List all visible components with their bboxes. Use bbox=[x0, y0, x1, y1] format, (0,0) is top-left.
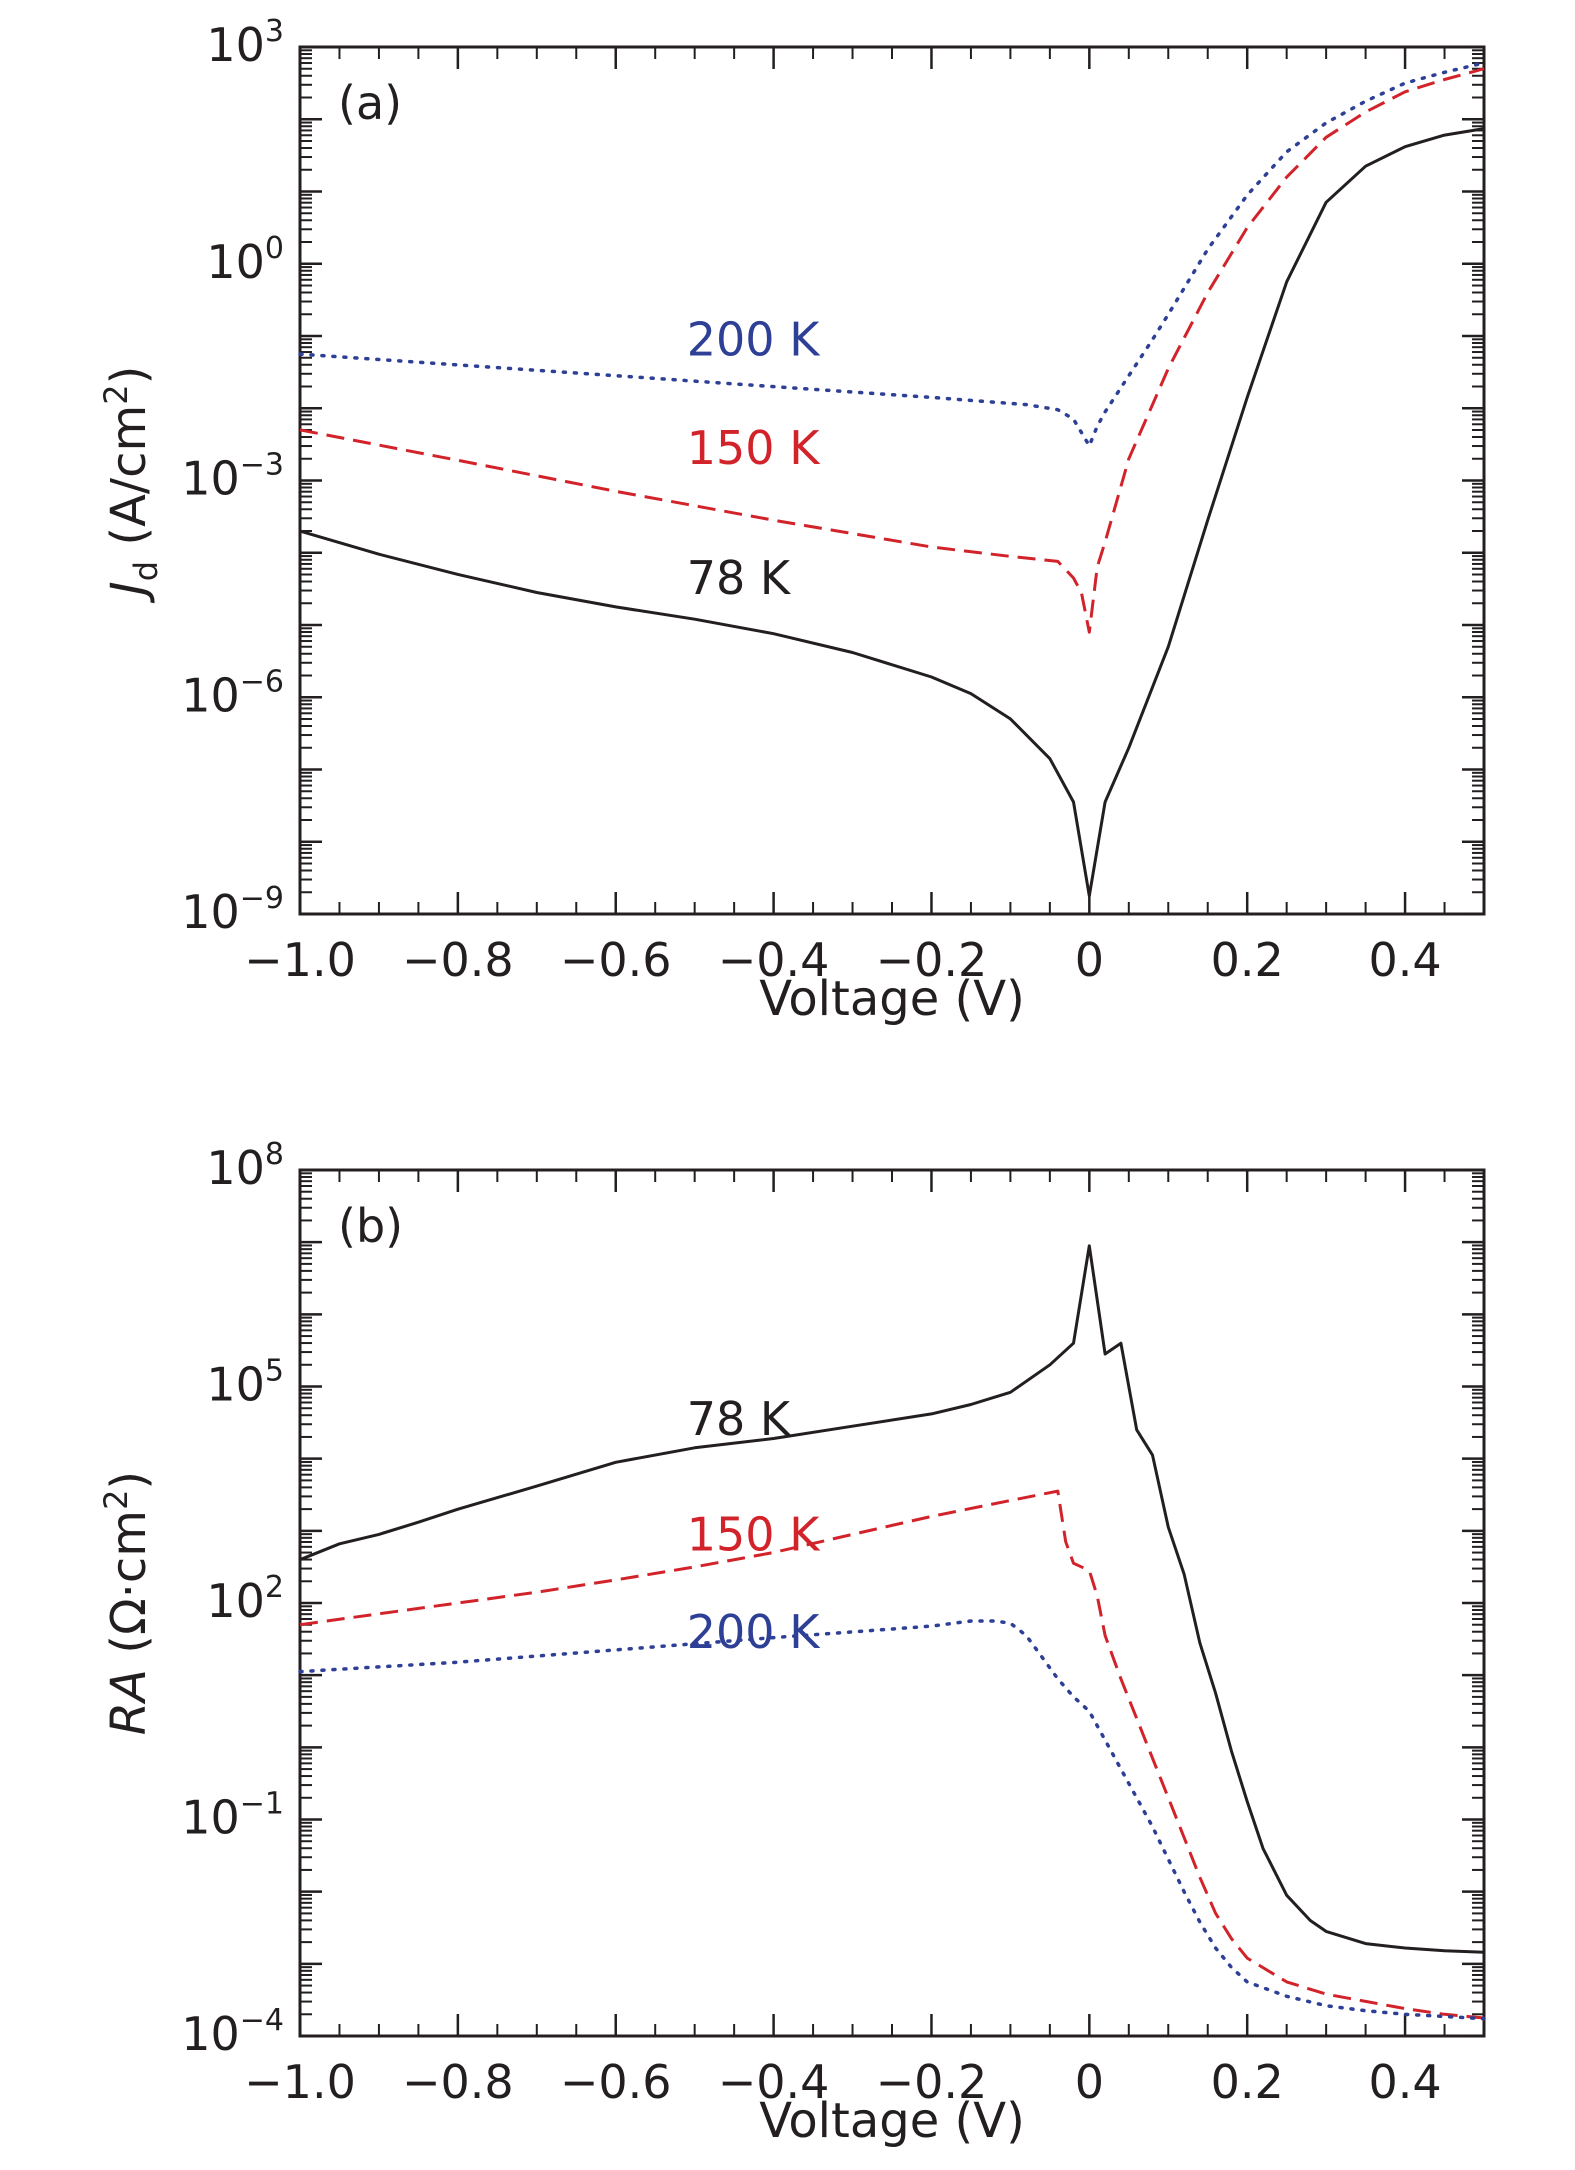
panel-b-series-label-200-k: 200 K bbox=[687, 1605, 821, 1659]
panel-b-x-tick-label: −0.8 bbox=[402, 2055, 514, 2109]
panel-b-x-tick-label: 0 bbox=[1075, 2055, 1104, 2109]
panel-b-series-line-150-k bbox=[299, 1489, 1485, 2020]
panel-a-series-line-200-k bbox=[298, 61, 1486, 448]
panel-b-plot-frame bbox=[298, 1168, 1486, 2038]
panel-b-y-tick-base: 10 bbox=[181, 1791, 240, 1845]
panel-b-x-axis-title: Voltage (V) bbox=[759, 2093, 1025, 2149]
panel-a-y-tick-exponent: −6 bbox=[240, 664, 284, 699]
panel-a-series-label-200-k: 200 K bbox=[687, 313, 821, 367]
panel-b-x-tick-label: 0.4 bbox=[1368, 2055, 1441, 2109]
panel-a-x-tick-label: 0.2 bbox=[1211, 933, 1284, 987]
panel-b-y-tick-base: 10 bbox=[181, 2007, 240, 2061]
panel-a-y-tick-base: 10 bbox=[206, 18, 265, 72]
panel-b-y-tick-exponent: 2 bbox=[265, 1570, 284, 1605]
panel-b-y-tick-base: 10 bbox=[206, 1141, 265, 1195]
panel-a-x-tick-label: −0.8 bbox=[402, 933, 514, 987]
panel-a-x-axis-title: Voltage (V) bbox=[759, 971, 1025, 1027]
panel-a-x-tick-label: 0 bbox=[1075, 933, 1104, 987]
panel-a-y-tick-label: 100 bbox=[206, 231, 284, 289]
panel-a-x-tick-label: −0.2 bbox=[876, 933, 988, 987]
panel-a-y-tick-base: 10 bbox=[181, 452, 240, 506]
panel-b-y-tick-label: 102 bbox=[206, 1570, 284, 1628]
panel-a-y-tick-label: 10−9 bbox=[181, 881, 284, 939]
panel-b-y-tick-label: 10−1 bbox=[181, 1787, 284, 1845]
panel-b-x-tick-label: −0.2 bbox=[876, 2055, 988, 2109]
panel-a-x-tick-label: −0.4 bbox=[718, 933, 830, 987]
panel-a-series-label-150-k: 150 K bbox=[687, 421, 821, 475]
panel-b-series-line-78-k bbox=[299, 1244, 1485, 1954]
panel-a-y-tick-label: 103 bbox=[206, 14, 284, 72]
panel-a-series-line-150-k bbox=[299, 67, 1485, 634]
panel-b-x-tick-label: −0.4 bbox=[718, 2055, 830, 2109]
panel-a-y-tick-label: 10−3 bbox=[181, 448, 284, 506]
panel-a-y-tick-base: 10 bbox=[181, 885, 240, 939]
panel-a-y-tick-exponent: 0 bbox=[265, 231, 284, 266]
panel-a-y-axis-title-superscript: 2 bbox=[97, 384, 135, 404]
panel-a-y-tick-exponent: −9 bbox=[240, 881, 284, 916]
panel-a-y-tick-exponent: −3 bbox=[240, 448, 284, 483]
panel-a-y-axis-title-subscript: d bbox=[127, 561, 165, 581]
panel-a-plot-frame bbox=[298, 45, 1486, 916]
panel-b-series-label-78-k: 78 K bbox=[687, 1392, 792, 1446]
panel-a-series-label-78-k: 78 K bbox=[687, 551, 792, 605]
panel-a-y-axis-title-unit: (A/cm bbox=[101, 405, 157, 561]
panel-b-y-axis-title-superscript: 2 bbox=[97, 1490, 135, 1510]
panel-a-panel-label: (a) bbox=[338, 76, 402, 130]
panel-b-y-tick-label: 105 bbox=[206, 1354, 284, 1412]
panel-a-y-tick-exponent: 3 bbox=[265, 14, 284, 49]
panel-a-x-tick-label: −1.0 bbox=[244, 933, 356, 987]
panel-b-y-tick-exponent: −4 bbox=[240, 2003, 284, 2038]
panel-a-x-tick-label: −0.6 bbox=[560, 933, 672, 987]
panel-b-y-tick-base: 10 bbox=[206, 1574, 265, 1628]
panel-b-y-axis-title-symbol: RA bbox=[101, 1669, 157, 1735]
panel-a-y-axis-title-close: ) bbox=[101, 366, 157, 385]
panel-b-y-tick-base: 10 bbox=[206, 1358, 265, 1412]
panel-b-y-tick-exponent: 8 bbox=[265, 1137, 284, 1172]
panel-b-series-line-200-k bbox=[298, 1619, 1486, 2021]
panel-b-x-tick-label: 0.2 bbox=[1211, 2055, 1284, 2109]
panel-a-y-axis-title: Jd (A/cm2) bbox=[97, 366, 165, 604]
panel-a-y-axis-title-symbol: J bbox=[101, 581, 157, 603]
panel-a-y-tick-base: 10 bbox=[181, 668, 240, 722]
panel-b-x-tick-label: −0.6 bbox=[560, 2055, 672, 2109]
panel-a-series-line-78-k bbox=[299, 127, 1485, 898]
panel-b-y-tick-label: 10−4 bbox=[181, 2003, 284, 2061]
panel-b-y-axis-title-close: ) bbox=[101, 1471, 157, 1490]
panel-b-y-axis-title-unit: (Ω·cm bbox=[101, 1510, 157, 1669]
panel-b-y-axis-title: RA (Ω·cm2) bbox=[97, 1471, 157, 1735]
panel-a-y-tick-base: 10 bbox=[206, 235, 265, 289]
panel-b-series-label-150-k: 150 K bbox=[687, 1507, 821, 1561]
panel-a-y-tick-label: 10−6 bbox=[181, 664, 284, 722]
panel-a-x-tick-label: 0.4 bbox=[1368, 933, 1441, 987]
panel-b-y-tick-exponent: 5 bbox=[265, 1354, 284, 1389]
panel-b-y-tick-exponent: −1 bbox=[240, 1787, 284, 1822]
panel-b-panel-label: (b) bbox=[338, 1199, 403, 1253]
panel-b-x-tick-label: −1.0 bbox=[244, 2055, 356, 2109]
panel-b-y-tick-label: 108 bbox=[206, 1137, 284, 1195]
